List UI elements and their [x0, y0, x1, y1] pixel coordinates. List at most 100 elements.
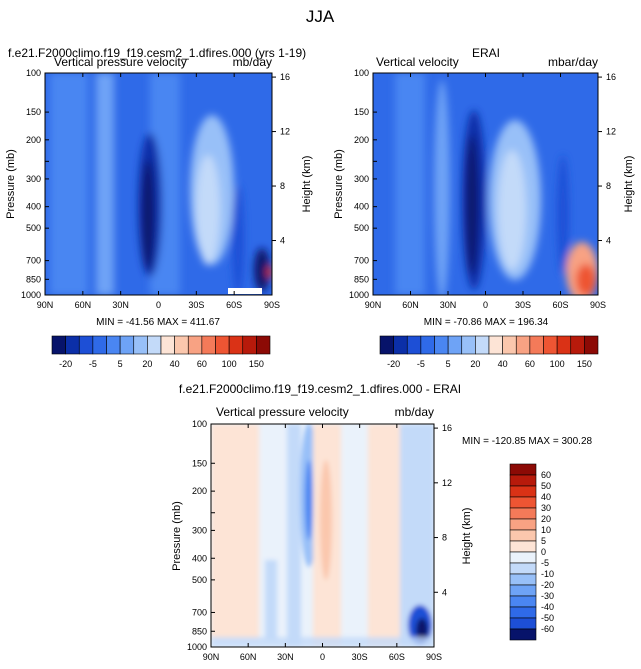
diff-ytick-label: 100: [192, 419, 207, 429]
panel-diff: f.e21.F2000climo.f19_f19.cesm2_1.dfires.…: [171, 382, 593, 662]
model-variable-label: Vertical pressure velocity: [54, 55, 187, 69]
obs-y2label: Height (km): [623, 156, 635, 213]
diff-y2tick-label: 8: [442, 533, 447, 543]
cbar-model-label: -5: [89, 359, 97, 369]
diff-field-30s-pos: [368, 424, 400, 647]
obs-y2tick-label: 16: [606, 72, 616, 82]
cbar-obs-swatch: [570, 335, 585, 355]
diff-ytick-label: 700: [192, 607, 207, 617]
diff-colorbar-label: -60: [541, 624, 554, 634]
obs-ytick-label: 700: [354, 256, 369, 266]
model-xtick-label: 60N: [75, 300, 92, 310]
obs-field-60s-updraft: [557, 155, 569, 275]
diff-y2tick-label: 12: [442, 478, 452, 488]
obs-variable-label: Vertical velocity: [376, 55, 459, 69]
diff-axes: 90N 60N 30N 0 30S 60S 90S 100 150 200 300 400 500 700…: [187, 419, 452, 662]
obs-xtick-label: 90N: [365, 300, 382, 310]
obs-y2tick-label: 4: [606, 236, 611, 246]
cbar-obs-swatch: [584, 335, 599, 355]
cbar-obs-label: -20: [387, 359, 400, 369]
obs-ytick-label: 400: [354, 202, 369, 212]
diff-colorbar-label: -10: [541, 569, 554, 579]
obs-ytick-label: 200: [354, 135, 369, 145]
obs-ytick-label: 300: [354, 174, 369, 184]
model-field-missing-region: [228, 288, 262, 294]
model-ytick-label: 700: [26, 256, 41, 266]
diff-colorbar-swatch: [509, 529, 537, 542]
model-ytick-label: 150: [26, 107, 41, 117]
model-ytick-label: 100: [26, 68, 41, 78]
diff-colorbar-swatch: [509, 573, 537, 586]
obs-ytick-label: 150: [354, 107, 369, 117]
diff-field-polar-neg-core: [416, 618, 428, 642]
obs-field-band-30n: [434, 80, 450, 295]
diff-xtick-label: 30S: [352, 652, 368, 662]
diff-ytick-label: 150: [192, 458, 207, 468]
cbar-obs-swatch: [420, 335, 435, 355]
model-ytick-label: 200: [26, 135, 41, 145]
model-field-polar-core: [254, 248, 270, 292]
diff-field-nh-pos: [211, 424, 259, 639]
diff-colorbar-swatch: [509, 485, 537, 498]
diff-variable-label: Vertical pressure velocity: [216, 405, 349, 419]
obs-field-polar-max: [576, 264, 596, 295]
diff-xtick-label: 30N: [277, 652, 294, 662]
diff-field-30n-neg: [287, 424, 301, 647]
model-field-60s-updraft: [232, 185, 244, 295]
diff-xtick-label: 60S: [389, 652, 405, 662]
model-xtick-label: 90S: [264, 300, 280, 310]
diff-colorbar-label: 60: [541, 470, 551, 480]
obs-ytick-label: 850: [354, 274, 369, 284]
obs-axes: 90N 60N 30N 0 30S 60S 90S 100 150 200 300 400 500 700…: [349, 68, 616, 310]
obs-xtick-label: 0: [483, 300, 488, 310]
obs-ytick-label: 100: [354, 68, 369, 78]
diff-colorbar-label: -30: [541, 591, 554, 601]
obs-stats: MIN = -70.86 MAX = 196.34: [424, 317, 549, 328]
model-xtick-label: 0: [156, 300, 161, 310]
obs-colorbar: -20 -5 5 20 40 60 100 150: [379, 335, 599, 369]
cbar-model-swatch: [215, 335, 230, 355]
diff-colorbar-label: 10: [541, 525, 551, 535]
obs-y2tick-label: 8: [606, 181, 611, 191]
cbar-model-swatch: [78, 335, 94, 355]
diff-units-label: mb/day: [395, 405, 434, 419]
figure-title: JJA: [306, 7, 335, 26]
obs-ylabel: Pressure (mb): [333, 149, 345, 219]
diff-ytick-label: 400: [192, 553, 207, 563]
cbar-obs-label: 60: [525, 359, 535, 369]
model-ytick-label: 400: [26, 202, 41, 212]
diff-field-neg-core: [305, 460, 313, 540]
diff-xtick-label: 90N: [203, 652, 220, 662]
cbar-obs-swatch: [406, 335, 422, 355]
diff-colorbar-label: -40: [541, 602, 554, 612]
diff-field-sh-neg: [341, 424, 367, 647]
model-y2tick-label: 12: [280, 127, 290, 137]
cbar-obs-label: 5: [446, 359, 451, 369]
obs-title: ERAI: [472, 46, 500, 60]
diff-colorbar-swatch: [509, 551, 537, 564]
cbar-model-swatch: [242, 335, 257, 355]
diff-ytick-label: 1000: [187, 642, 207, 652]
diff-xtick-label: 0: [320, 652, 325, 662]
cbar-obs-swatch: [502, 335, 517, 355]
diff-colorbar-swatch: [509, 474, 537, 487]
cbar-model-swatch: [119, 335, 135, 355]
model-stats: MIN = -41.56 MAX = 411.67: [96, 317, 220, 328]
diff-colorbar-swatch: [509, 496, 537, 509]
diff-colorbar-swatch: [509, 584, 537, 597]
cbar-obs-swatch: [488, 335, 503, 355]
model-field-polar-max: [267, 266, 272, 278]
cbar-obs-label: 150: [577, 359, 592, 369]
model-field-band-nh-upper: [50, 73, 88, 295]
diff-colorbar-swatch: [509, 617, 537, 630]
cbar-obs-swatch: [515, 335, 531, 355]
cbar-obs-label: -5: [417, 359, 425, 369]
obs-field-subsidence-inner: [498, 150, 526, 270]
cbar-model-swatch: [160, 335, 175, 355]
cbar-model-swatch: [65, 335, 80, 355]
diff-field-surface-neg: [211, 637, 434, 647]
cbar-model-swatch: [106, 335, 121, 355]
model-xtick-label: 30N: [112, 300, 129, 310]
cbar-model-swatch: [256, 335, 271, 355]
